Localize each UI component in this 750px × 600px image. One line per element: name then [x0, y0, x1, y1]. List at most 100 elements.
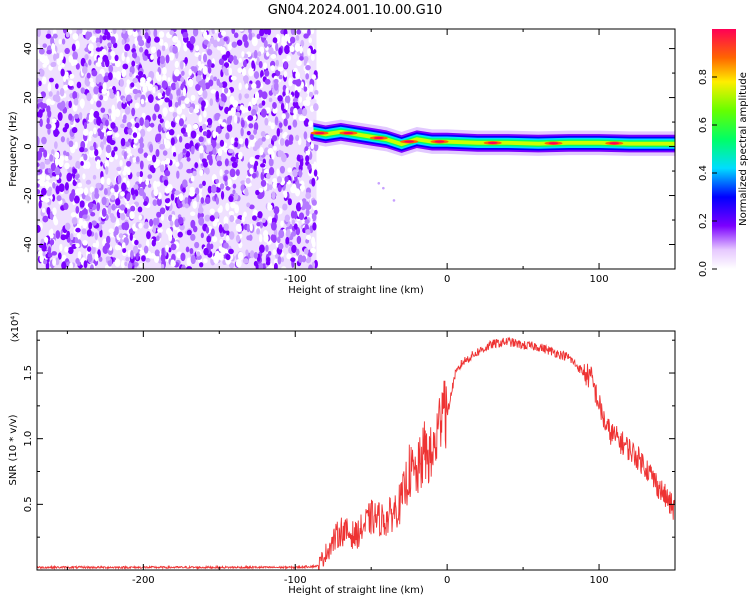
y-tick-label: -40: [23, 236, 34, 252]
noise-cell: [73, 195, 80, 204]
noise-cell: [105, 166, 109, 175]
noise-cell: [190, 175, 195, 182]
noise-cell: [157, 123, 162, 133]
noise-cell: [265, 134, 270, 140]
noise-cell: [255, 80, 261, 89]
noise-cell: [205, 167, 210, 175]
noise-cell: [202, 180, 206, 187]
noise-cell: [305, 208, 310, 217]
noise-cell: [57, 252, 62, 260]
noise-cell: [277, 255, 282, 265]
noise-cell: [83, 187, 89, 196]
noise-cell: [242, 34, 248, 43]
noise-cell: [56, 57, 61, 66]
noise-cell: [180, 127, 186, 134]
noise-cell: [99, 123, 104, 130]
noise-cell: [304, 146, 309, 151]
noise-cell: [205, 226, 210, 234]
noise-cell: [231, 29, 236, 35]
noise-cell: [79, 200, 85, 208]
noise-cell: [242, 60, 247, 68]
noise-cell: [42, 251, 46, 257]
noise-cell: [258, 60, 263, 69]
noise-cell: [64, 246, 69, 253]
noise-cell: [206, 242, 211, 249]
noise-cell: [215, 178, 220, 184]
noise-cell: [39, 161, 46, 170]
noise-cell: [297, 86, 302, 93]
noise-cell: [251, 108, 257, 117]
noise-cell: [221, 122, 227, 127]
noise-cell: [84, 77, 91, 86]
noise-cell: [68, 140, 74, 148]
noise-cell: [199, 169, 204, 176]
noise-cell: [264, 78, 271, 85]
noise-cell: [55, 230, 61, 239]
noise-cell: [182, 87, 187, 97]
noise-cell: [59, 243, 63, 252]
noise-cell: [257, 211, 263, 219]
noise-cell: [159, 143, 166, 150]
noise-cell: [239, 29, 244, 32]
noise-cell: [186, 257, 192, 266]
noise-cell: [44, 198, 50, 203]
noise-cell: [165, 87, 171, 97]
noise-cell: [98, 256, 103, 262]
noise-cell: [266, 51, 270, 57]
noise-cell: [235, 258, 242, 268]
noise-cell: [109, 92, 115, 99]
noise-cell: [60, 100, 66, 110]
noise-cell: [47, 83, 52, 92]
noise-cell: [43, 259, 48, 265]
noise-cell: [58, 38, 62, 45]
noise-cell: [57, 112, 63, 121]
noise-cell: [293, 223, 298, 230]
noise-cell: [95, 240, 100, 249]
noise-cell: [245, 177, 251, 184]
noise-cell: [43, 58, 50, 66]
noise-cell: [296, 235, 302, 245]
noise-cell: [240, 127, 244, 137]
noise-cell: [155, 133, 161, 143]
noise-cell: [144, 119, 150, 128]
noise-cell: [295, 71, 301, 80]
noise-cell: [184, 142, 191, 150]
noise-cell: [38, 48, 45, 55]
noise-cell: [139, 46, 144, 53]
noise-cell: [51, 61, 57, 67]
noise-cell: [308, 37, 313, 44]
noise-cell: [198, 136, 204, 143]
stray-cell: [392, 199, 396, 202]
noise-cell: [201, 103, 205, 112]
noise-cell: [310, 29, 315, 35]
noise-cell: [176, 87, 181, 98]
noise-cell: [172, 35, 179, 43]
noise-cell: [86, 229, 92, 237]
noise-cell: [284, 95, 291, 104]
noise-cell: [69, 262, 73, 269]
noise-cell: [86, 246, 92, 252]
noise-cell: [108, 228, 114, 234]
noise-cell: [52, 29, 57, 35]
noise-cell: [154, 249, 160, 257]
noise-cell: [273, 258, 279, 265]
noise-cell: [226, 123, 233, 132]
noise-cell: [91, 245, 96, 255]
noise-cell: [170, 193, 175, 201]
noise-cell: [45, 175, 51, 181]
noise-cell: [198, 216, 205, 226]
noise-cell: [176, 170, 180, 179]
noise-cell: [251, 82, 257, 89]
snr-y-multiplier: (x10⁴): [10, 312, 21, 343]
noise-cell: [169, 30, 175, 36]
noise-cell: [104, 187, 108, 195]
noise-cell: [215, 125, 222, 135]
noise-cell: [165, 54, 170, 64]
noise-cell: [268, 97, 273, 103]
noise-cell: [164, 187, 170, 194]
x-tick-label: 0: [444, 274, 450, 285]
noise-cell: [308, 91, 314, 98]
noise-cell: [108, 156, 114, 163]
noise-cell: [53, 141, 58, 149]
noise-cell: [312, 103, 319, 111]
